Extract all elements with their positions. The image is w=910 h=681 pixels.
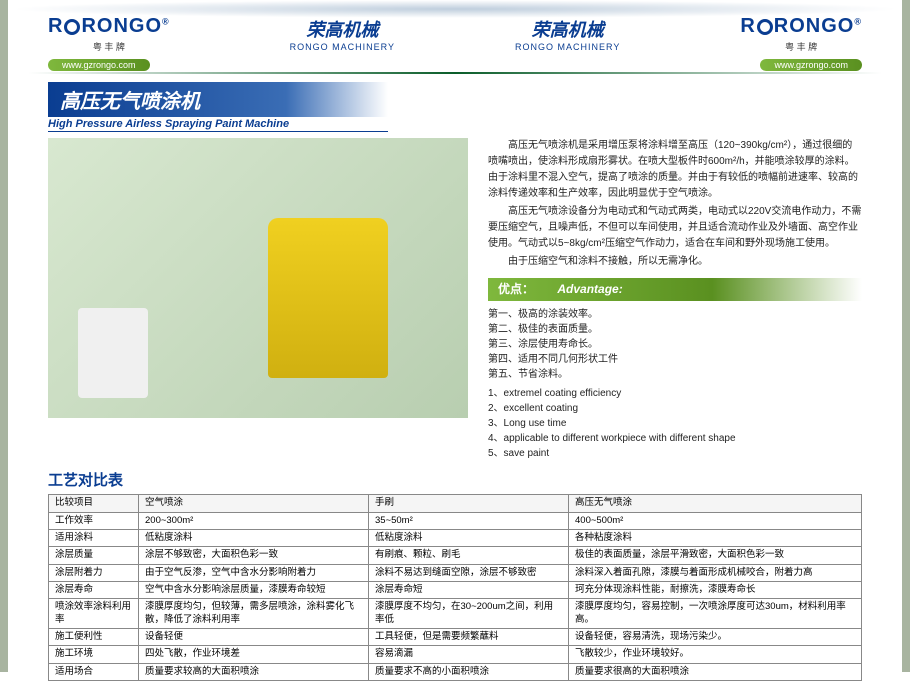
table-cell: 设备轻便，容易清洗，现场污染少。 bbox=[569, 628, 862, 645]
th-0: 比较项目 bbox=[49, 495, 139, 512]
brand-cn-2: 荣高机械 bbox=[515, 16, 620, 42]
table-cell: 低粘度涂料 bbox=[369, 529, 569, 546]
title-cn: 高压无气喷涂机 bbox=[48, 82, 388, 117]
logo-right: RRONGO® 粤 丰 牌 bbox=[740, 15, 862, 53]
table-title: 工艺对比表 bbox=[48, 469, 902, 490]
brand-center-2: 荣高机械 RONGO MACHINERY bbox=[515, 16, 620, 52]
desc-p2: 高压无气喷涂设备分为电动式和气动式两类，电动式以220V交流电作动力，不需要压缩… bbox=[488, 204, 862, 252]
table-cell: 200~300m² bbox=[139, 512, 369, 529]
table-cell: 漆膜厚度均匀，但较薄，需多层喷涂，涂料雾化飞散，降低了涂料利用率 bbox=[139, 599, 369, 629]
th-3: 高压无气喷涂 bbox=[569, 495, 862, 512]
table-cell: 工作效率 bbox=[49, 512, 139, 529]
table-cell: 涂料深入着面孔隙，漆膜与着面形成机械咬合，附着力高 bbox=[569, 564, 862, 581]
table-cell: 涂层不够致密，大面积色彩一致 bbox=[139, 547, 369, 564]
table-row: 施工环境四处飞散，作业环境差容易滴漏飞散较少，作业环境较好。 bbox=[49, 646, 862, 663]
adv-cn-5: 第五、节省涂料。 bbox=[488, 367, 862, 382]
description-column: 高压无气喷涂机是采用增压泵将涂料增至高压（120~390kg/cm²），通过很细… bbox=[488, 138, 862, 461]
table-cell: 各种粘度涂料 bbox=[569, 529, 862, 546]
adv-en-4: 4、applicable to different workpiece with… bbox=[488, 431, 862, 446]
table-cell: 涂层附着力 bbox=[49, 564, 139, 581]
table-cell: 涂层寿命 bbox=[49, 581, 139, 598]
adv-en-1: 1、extremel coating efficiency bbox=[488, 386, 862, 401]
url-right: www.gzrongo.com bbox=[760, 59, 862, 71]
advantages-list-en: 1、extremel coating efficiency 2、excellen… bbox=[488, 386, 862, 461]
table-header-row: 比较项目 空气喷涂 手刷 高压无气喷涂 bbox=[49, 495, 862, 512]
logo-sub-left: 粤 丰 牌 bbox=[93, 40, 125, 53]
th-1: 空气喷涂 bbox=[139, 495, 369, 512]
th-2: 手刷 bbox=[369, 495, 569, 512]
table-cell: 施工便利性 bbox=[49, 628, 139, 645]
brand-center-1: 荣高机械 RONGO MACHINERY bbox=[290, 16, 395, 52]
table-cell: 四处飞散，作业环境差 bbox=[139, 646, 369, 663]
title-bar: 高压无气喷涂机 High Pressure Airless Spraying P… bbox=[48, 82, 388, 132]
table-row: 涂层附着力由于空气反渗，空气中含水分影响附着力涂料不易达到缝面空隙，涂层不够致密… bbox=[49, 564, 862, 581]
table-cell: 工具轻便，但是需要频繁蘸料 bbox=[369, 628, 569, 645]
table-cell: 低粘度涂料 bbox=[139, 529, 369, 546]
table-cell: 涂料不易达到缝面空隙，涂层不够致密 bbox=[369, 564, 569, 581]
table-cell: 容易滴漏 bbox=[369, 646, 569, 663]
divider-line bbox=[28, 72, 882, 74]
adv-cn-2: 第二、极佳的表面质量。 bbox=[488, 322, 862, 337]
table-cell: 极佳的表面质量，涂层平滑致密，大面积色彩一致 bbox=[569, 547, 862, 564]
adv-header-cn: 优点： bbox=[498, 282, 534, 296]
adv-cn-4: 第四、适用不同几何形状工件 bbox=[488, 352, 862, 367]
table-cell: 珂充分体现涂料性能，耐擦洗，漆膜寿命长 bbox=[569, 581, 862, 598]
url-bar: www.gzrongo.com www.gzrongo.com bbox=[8, 59, 902, 71]
table-row: 工作效率200~300m²35~50m²400~500m² bbox=[49, 512, 862, 529]
table-cell: 空气中含水分影响涂层质量，漆膜寿命较短 bbox=[139, 581, 369, 598]
table-cell: 由于空气反渗，空气中含水分影响附着力 bbox=[139, 564, 369, 581]
url-left: www.gzrongo.com bbox=[48, 59, 150, 71]
table-cell: 设备轻便 bbox=[139, 628, 369, 645]
comparison-table: 比较项目 空气喷涂 手刷 高压无气喷涂 工作效率200~300m²35~50m²… bbox=[48, 494, 862, 681]
table-row: 涂层寿命空气中含水分影响涂层质量，漆膜寿命较短涂层寿命短珂充分体现涂料性能，耐擦… bbox=[49, 581, 862, 598]
desc-p3: 由于压缩空气和涂料不接触，所以无需净化。 bbox=[488, 254, 862, 270]
adv-cn-1: 第一、极高的涂装效率。 bbox=[488, 307, 862, 322]
table-row: 适用涂料低粘度涂料低粘度涂料各种粘度涂料 bbox=[49, 529, 862, 546]
logo-sub-right: 粤 丰 牌 bbox=[785, 40, 817, 53]
table-row: 涂层质量涂层不够致密，大面积色彩一致有刷痕、颗粒、刷毛极佳的表面质量，涂层平滑致… bbox=[49, 547, 862, 564]
title-en: High Pressure Airless Spraying Paint Mac… bbox=[48, 117, 388, 132]
product-photo bbox=[48, 138, 468, 418]
adv-en-5: 5、save paint bbox=[488, 446, 862, 461]
logo-text-r: RONGO bbox=[774, 15, 855, 37]
desc-p1: 高压无气喷涂机是采用增压泵将涂料增至高压（120~390kg/cm²），通过很细… bbox=[488, 138, 862, 202]
table-cell: 施工环境 bbox=[49, 646, 139, 663]
page-header: RRONGO® 粤 丰 牌 荣高机械 RONGO MACHINERY 荣高机械 … bbox=[8, 0, 902, 57]
table-cell: 适用涂料 bbox=[49, 529, 139, 546]
advantages-list-cn: 第一、极高的涂装效率。 第二、极佳的表面质量。 第三、涂层使用寿命长。 第四、适… bbox=[488, 307, 862, 382]
table-cell: 漆膜厚度不均匀，在30~200um之间，利用率低 bbox=[369, 599, 569, 629]
brand-en-2: RONGO MACHINERY bbox=[515, 42, 620, 52]
table-cell: 涂层寿命短 bbox=[369, 581, 569, 598]
table-cell: 漆膜厚度均匀，容易控制，一次喷涂厚度可达30um，材料利用率高。 bbox=[569, 599, 862, 629]
table-cell: 飞散较少，作业环境较好。 bbox=[569, 646, 862, 663]
table-row: 喷涂效率涂料利用率漆膜厚度均匀，但较薄，需多层喷涂，涂料雾化飞散，降低了涂料利用… bbox=[49, 599, 862, 629]
table-cell: 35~50m² bbox=[369, 512, 569, 529]
brand-en: RONGO MACHINERY bbox=[290, 42, 395, 52]
table-cell: 喷涂效率涂料利用率 bbox=[49, 599, 139, 629]
table-cell: 涂层质量 bbox=[49, 547, 139, 564]
table-row: 施工便利性设备轻便工具轻便，但是需要频繁蘸料设备轻便，容易清洗，现场污染少。 bbox=[49, 628, 862, 645]
logo-text: RONGO bbox=[81, 15, 162, 37]
table-cell: 有刷痕、颗粒、刷毛 bbox=[369, 547, 569, 564]
brand-cn: 荣高机械 bbox=[290, 16, 395, 42]
adv-en-3: 3、Long use time bbox=[488, 416, 862, 431]
adv-en-2: 2、excellent coating bbox=[488, 401, 862, 416]
adv-header-en: Advantage: bbox=[557, 282, 622, 296]
logo-left: RRONGO® 粤 丰 牌 bbox=[48, 15, 170, 53]
adv-cn-3: 第三、涂层使用寿命长。 bbox=[488, 337, 862, 352]
advantages-header: 优点： Advantage: bbox=[488, 278, 862, 301]
table-cell: 400~500m² bbox=[569, 512, 862, 529]
